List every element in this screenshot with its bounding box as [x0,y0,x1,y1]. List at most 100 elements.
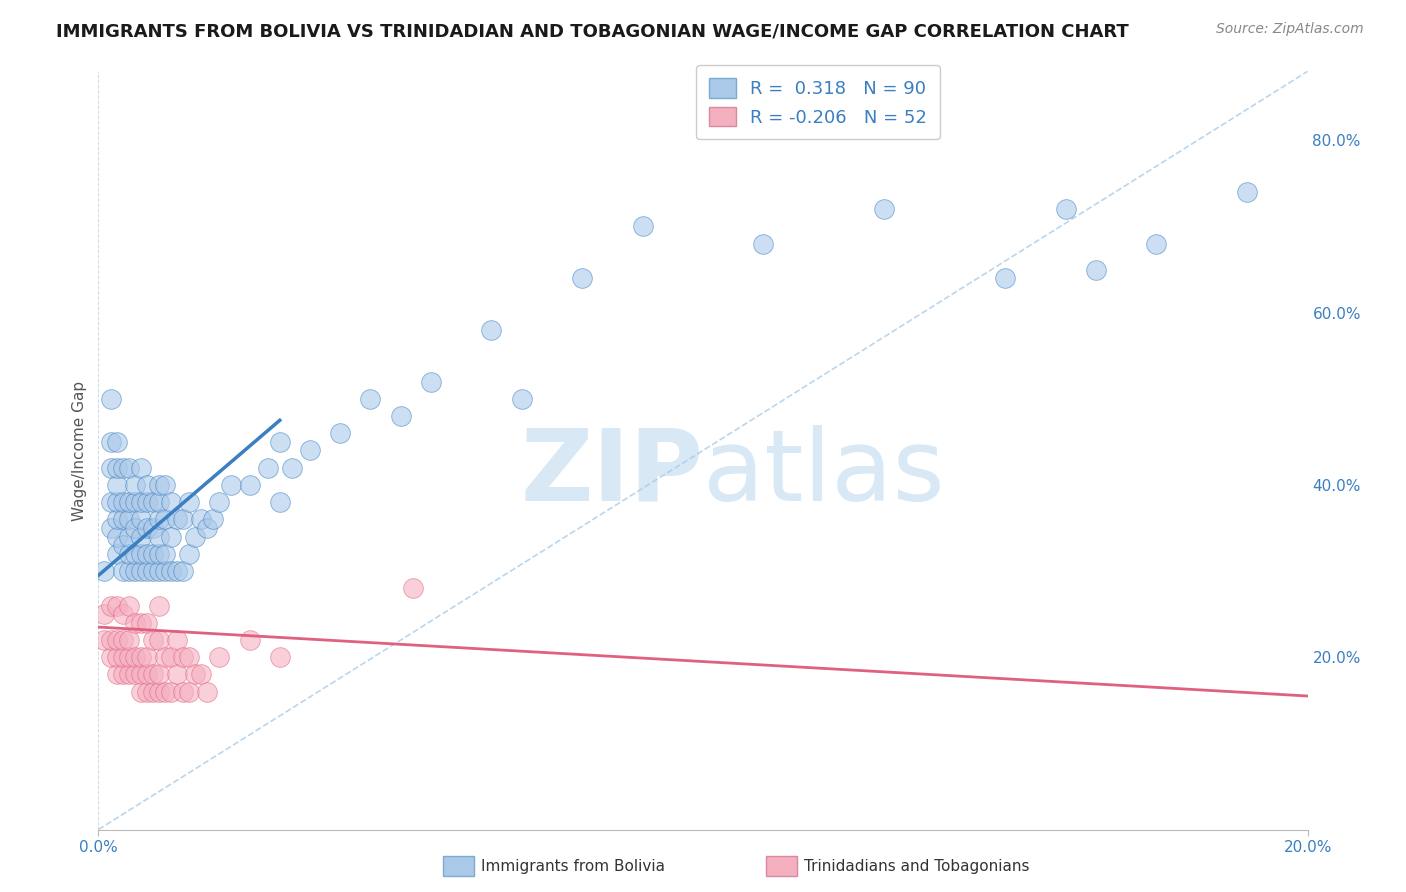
Point [179,650,201,665]
Point [142,633,165,648]
Point [153,650,176,665]
Point [129,547,152,561]
Point [299,443,322,458]
Point [93,564,115,578]
Point [118,512,141,526]
Point [135,650,157,665]
Point [129,530,152,544]
Point [93,633,115,648]
Point [148,495,170,509]
Point [105,667,128,681]
Point [100,599,122,613]
Point [93,607,115,622]
Point [184,530,207,544]
Point [142,547,165,561]
Text: IMMIGRANTS FROM BOLIVIA VS TRINIDADIAN AND TOBAGONIAN WAGE/INCOME GAP CORRELATIO: IMMIGRANTS FROM BOLIVIA VS TRINIDADIAN A… [56,22,1129,40]
Text: atlas: atlas [703,425,945,522]
Point [135,547,157,561]
Point [124,547,146,561]
Point [111,667,134,681]
Point [148,667,170,681]
Point [179,547,201,561]
Point [100,495,122,509]
Point [153,564,176,578]
Point [208,650,231,665]
Point [172,512,194,526]
Point [166,633,188,648]
Point [124,495,146,509]
Point [329,426,352,441]
Point [221,478,243,492]
Point [129,512,152,526]
Y-axis label: Wage/Income Gap: Wage/Income Gap [72,380,87,521]
Point [166,667,188,681]
Point [269,434,291,449]
Point [100,434,122,449]
Point [105,599,128,613]
Point [631,219,654,234]
Point [111,495,134,509]
Point [124,521,146,535]
Point [118,667,141,681]
Point [166,512,188,526]
Point [142,667,165,681]
Point [100,392,122,406]
Point [202,512,225,526]
Point [269,495,291,509]
Point [269,650,291,665]
Point [160,530,183,544]
Point [111,512,134,526]
Point [571,271,593,285]
Point [118,564,141,578]
Point [100,460,122,475]
Point [389,409,412,423]
Point [135,495,157,509]
Point [100,633,122,648]
Point [142,495,165,509]
Point [142,684,165,698]
Point [160,564,183,578]
Text: Source: ZipAtlas.com: Source: ZipAtlas.com [1216,22,1364,37]
Point [190,512,212,526]
Point [105,530,128,544]
Point [124,564,146,578]
Point [1085,262,1108,277]
Point [172,684,194,698]
Point [135,667,157,681]
Point [105,434,128,449]
Point [994,271,1017,285]
Point [129,667,152,681]
Point [281,460,304,475]
Point [160,495,183,509]
Point [510,392,533,406]
Point [105,478,128,492]
Point [105,495,128,509]
Point [124,650,146,665]
Point [129,495,152,509]
Point [153,547,176,561]
Point [124,615,146,630]
Point [135,615,157,630]
Point [148,684,170,698]
Point [111,607,134,622]
Point [105,650,128,665]
Point [1054,202,1077,217]
Point [135,521,157,535]
Point [402,582,425,596]
Point [129,684,152,698]
Point [148,547,170,561]
Point [111,633,134,648]
Point [135,478,157,492]
Point [239,633,262,648]
Point [153,684,176,698]
Point [105,547,128,561]
Text: Trinidadians and Tobagonians: Trinidadians and Tobagonians [804,859,1029,873]
Point [172,564,194,578]
Point [1236,185,1258,199]
Point [105,633,128,648]
Point [111,650,134,665]
Point [118,547,141,561]
Point [124,478,146,492]
Point [135,564,157,578]
Point [142,521,165,535]
